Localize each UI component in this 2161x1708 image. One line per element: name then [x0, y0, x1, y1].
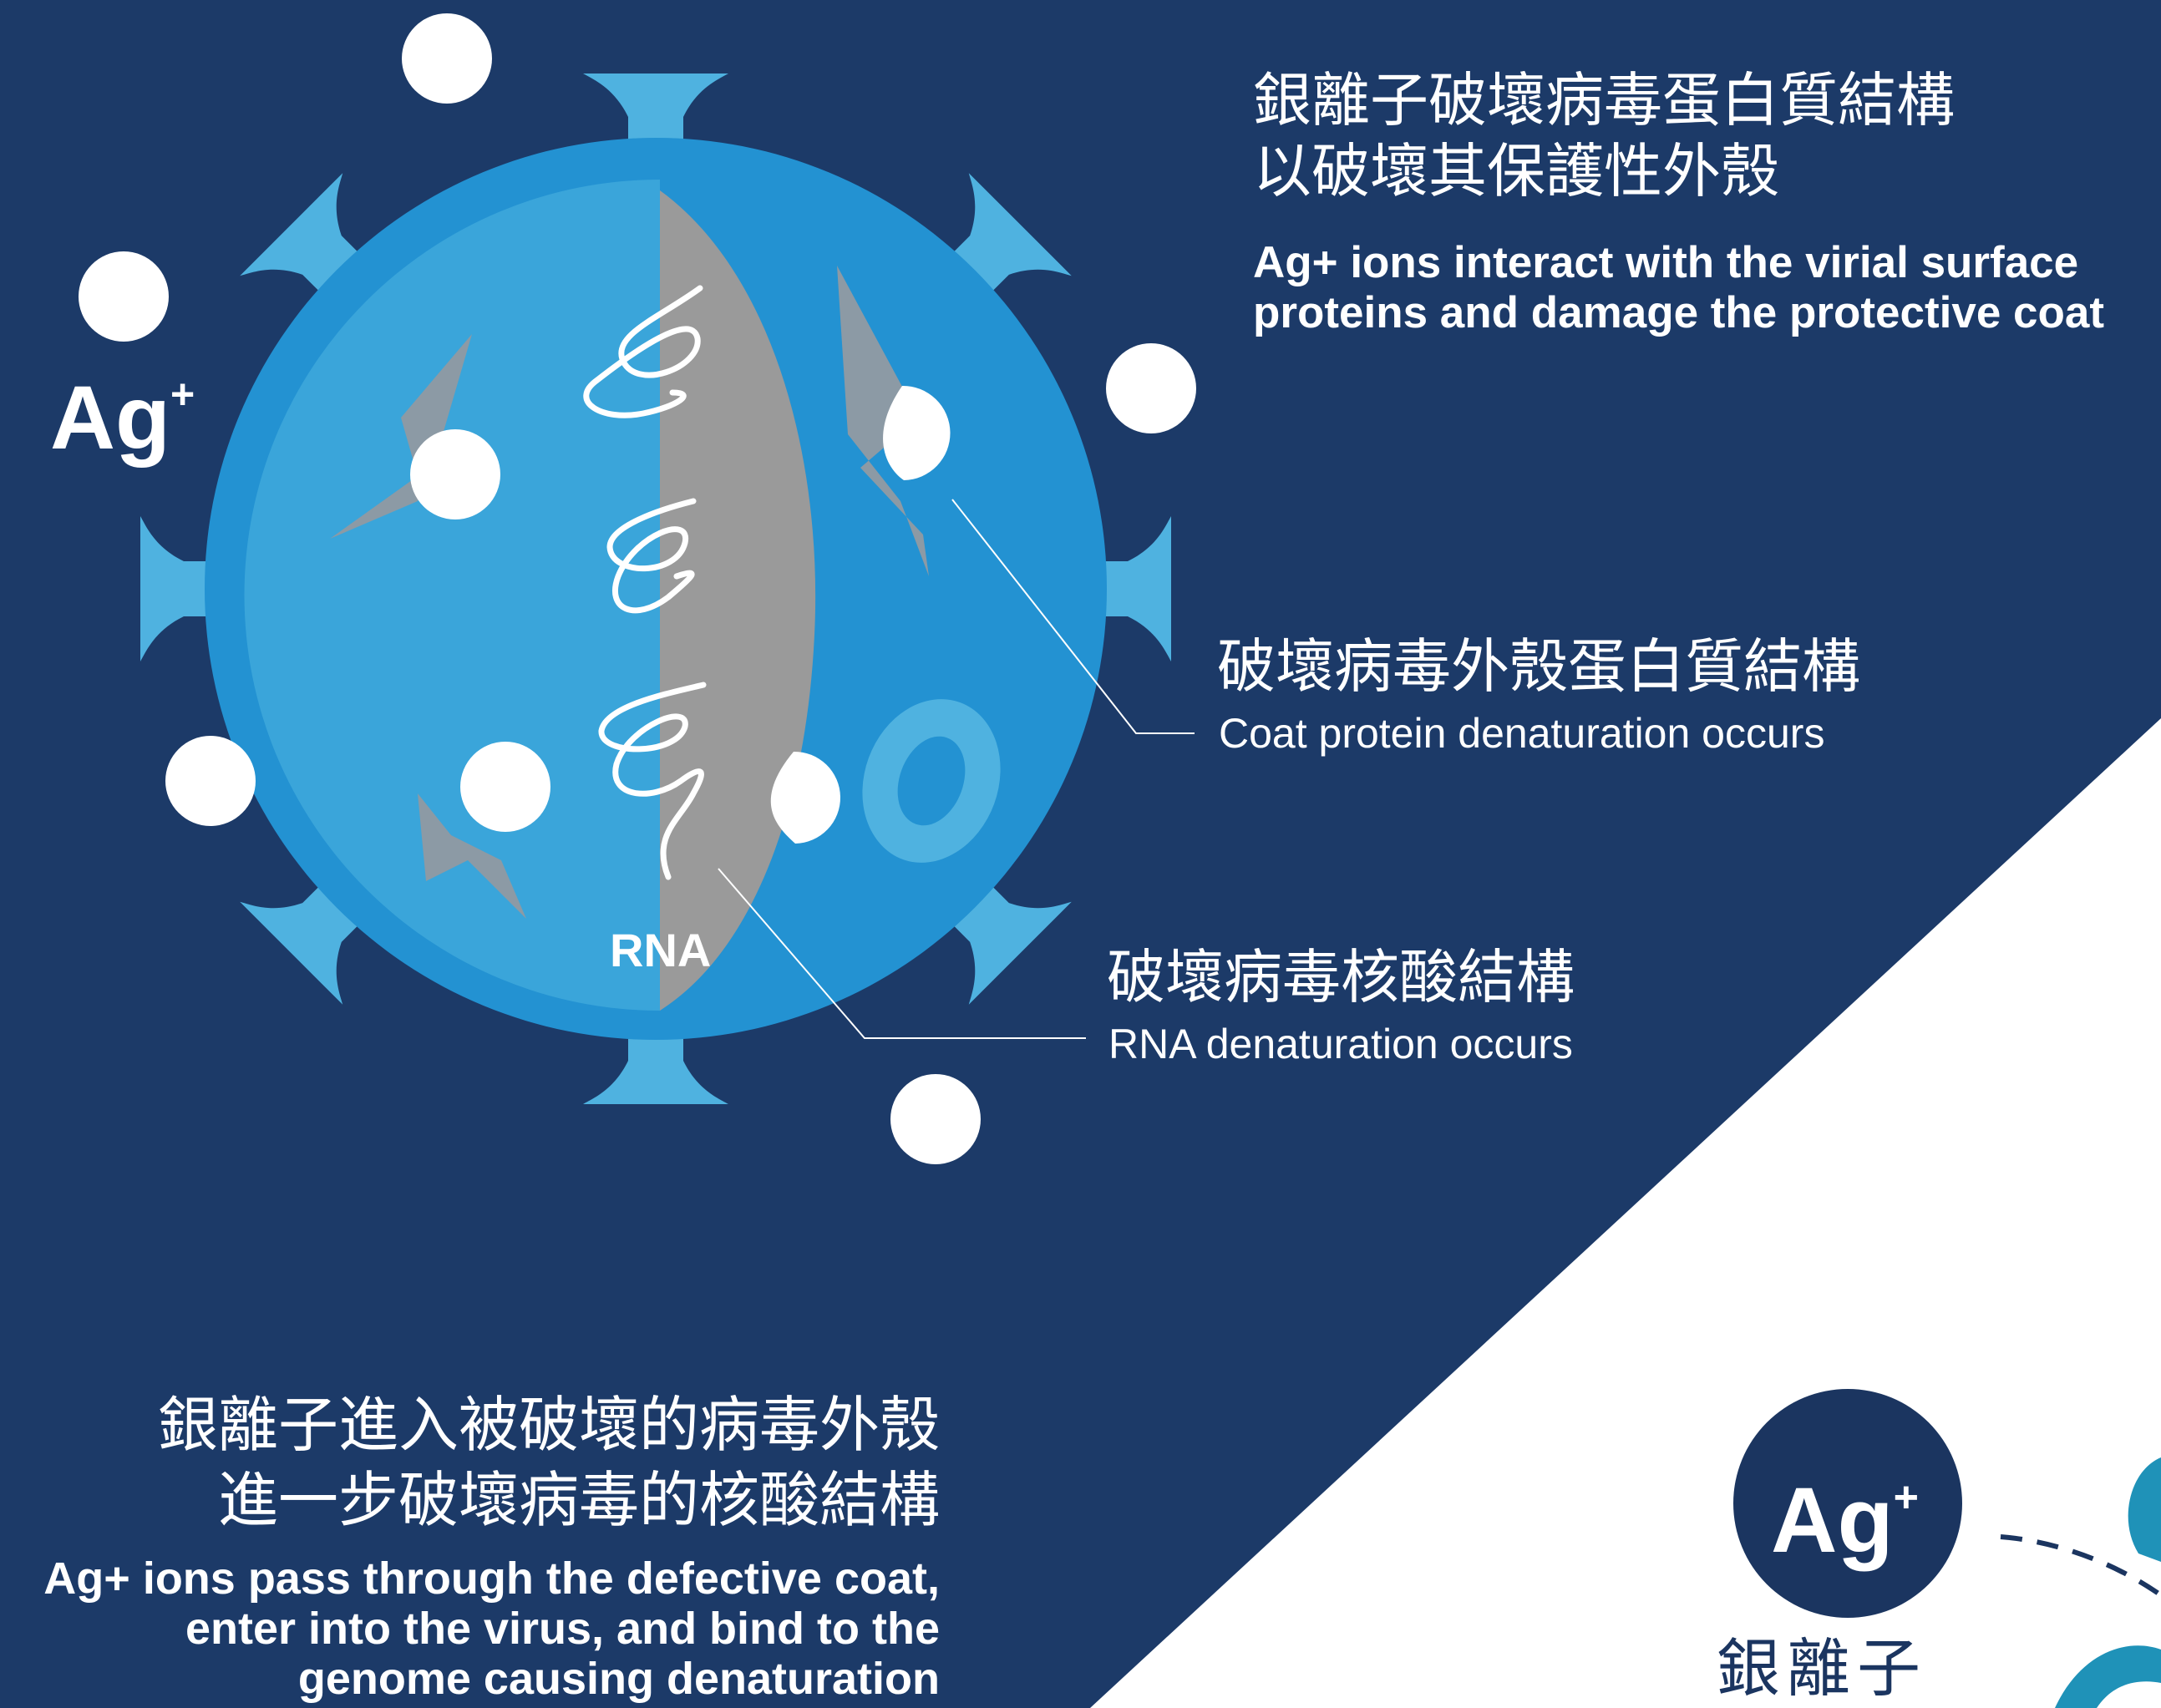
dashed-path [2000, 1534, 2161, 1598]
bottom-left-en-line1: Ag+ ions pass through the defective coat… [43, 1553, 940, 1604]
silver-ions [79, 13, 1196, 1164]
rna-strands [583, 285, 707, 880]
teal-arc [2055, 1645, 2161, 1708]
badge-text-main: Ag [1771, 1469, 1894, 1572]
ion [1106, 343, 1196, 433]
badge-text: Ag+ [1771, 1452, 1919, 1567]
ion [402, 13, 492, 104]
rna-callout-line [718, 868, 1086, 1039]
bottom-left-en-line3: genome causing denaturation [297, 1654, 940, 1704]
ion [890, 1074, 981, 1164]
coat-shard [330, 334, 472, 539]
bottom-left-cn-line1: 銀離子進入被破壞的病毒外殼 [157, 1390, 940, 1460]
bottom-left-cn-line2: 進一步破壞病毒的核酸結構 [217, 1465, 940, 1535]
virus-inner-left [244, 180, 660, 1011]
ion [79, 251, 169, 342]
rna-callout-cn: 破壞病毒核酸結構 [1107, 943, 1575, 1011]
top-right-cn-line1: 銀離子破壞病毒蛋白質結構 [1253, 66, 1955, 134]
top-right-cn-line2: 以破壞其保護性外殼 [1253, 137, 1779, 205]
ion-label: Ag+ [50, 349, 195, 463]
spike [140, 516, 226, 661]
teal-shape [2128, 1457, 2161, 1562]
spike [1086, 516, 1171, 661]
ion-label-text: Ag [50, 367, 170, 468]
ion [460, 742, 550, 832]
ag-badge [1733, 1389, 1962, 1618]
top-right-en-line2: proteins and damage the protective coat [1253, 288, 2105, 337]
ion [165, 736, 256, 826]
spike [583, 1019, 728, 1104]
coat-shard [837, 266, 929, 576]
badge-cn-label: 銀離子 [1717, 1631, 1927, 1705]
half-ion [770, 751, 841, 844]
coat-ring-hole [897, 736, 966, 826]
coat-callout-cn: 破壞病毒外殼蛋白質結構 [1217, 632, 1860, 701]
ion-label-sup: + [170, 371, 195, 418]
coat-callout-line [951, 499, 1195, 734]
ion [410, 429, 500, 519]
badge-text-sup: + [1893, 1473, 1920, 1522]
spike [583, 73, 728, 159]
rna-callout-en: RNA denaturation occurs [1108, 1021, 1573, 1067]
top-right-en-line1: Ag+ ions interact with the virial surfac… [1253, 238, 2079, 287]
bottom-left-en-line2: enter into the virus, and bind to the [185, 1604, 940, 1654]
rna-label: RNA [610, 924, 712, 976]
coat-callout-en: Coat protein denaturation occurs [1219, 710, 1825, 757]
white-panel [1090, 718, 2161, 1708]
half-ion [883, 385, 951, 480]
coat-shard [418, 793, 526, 919]
